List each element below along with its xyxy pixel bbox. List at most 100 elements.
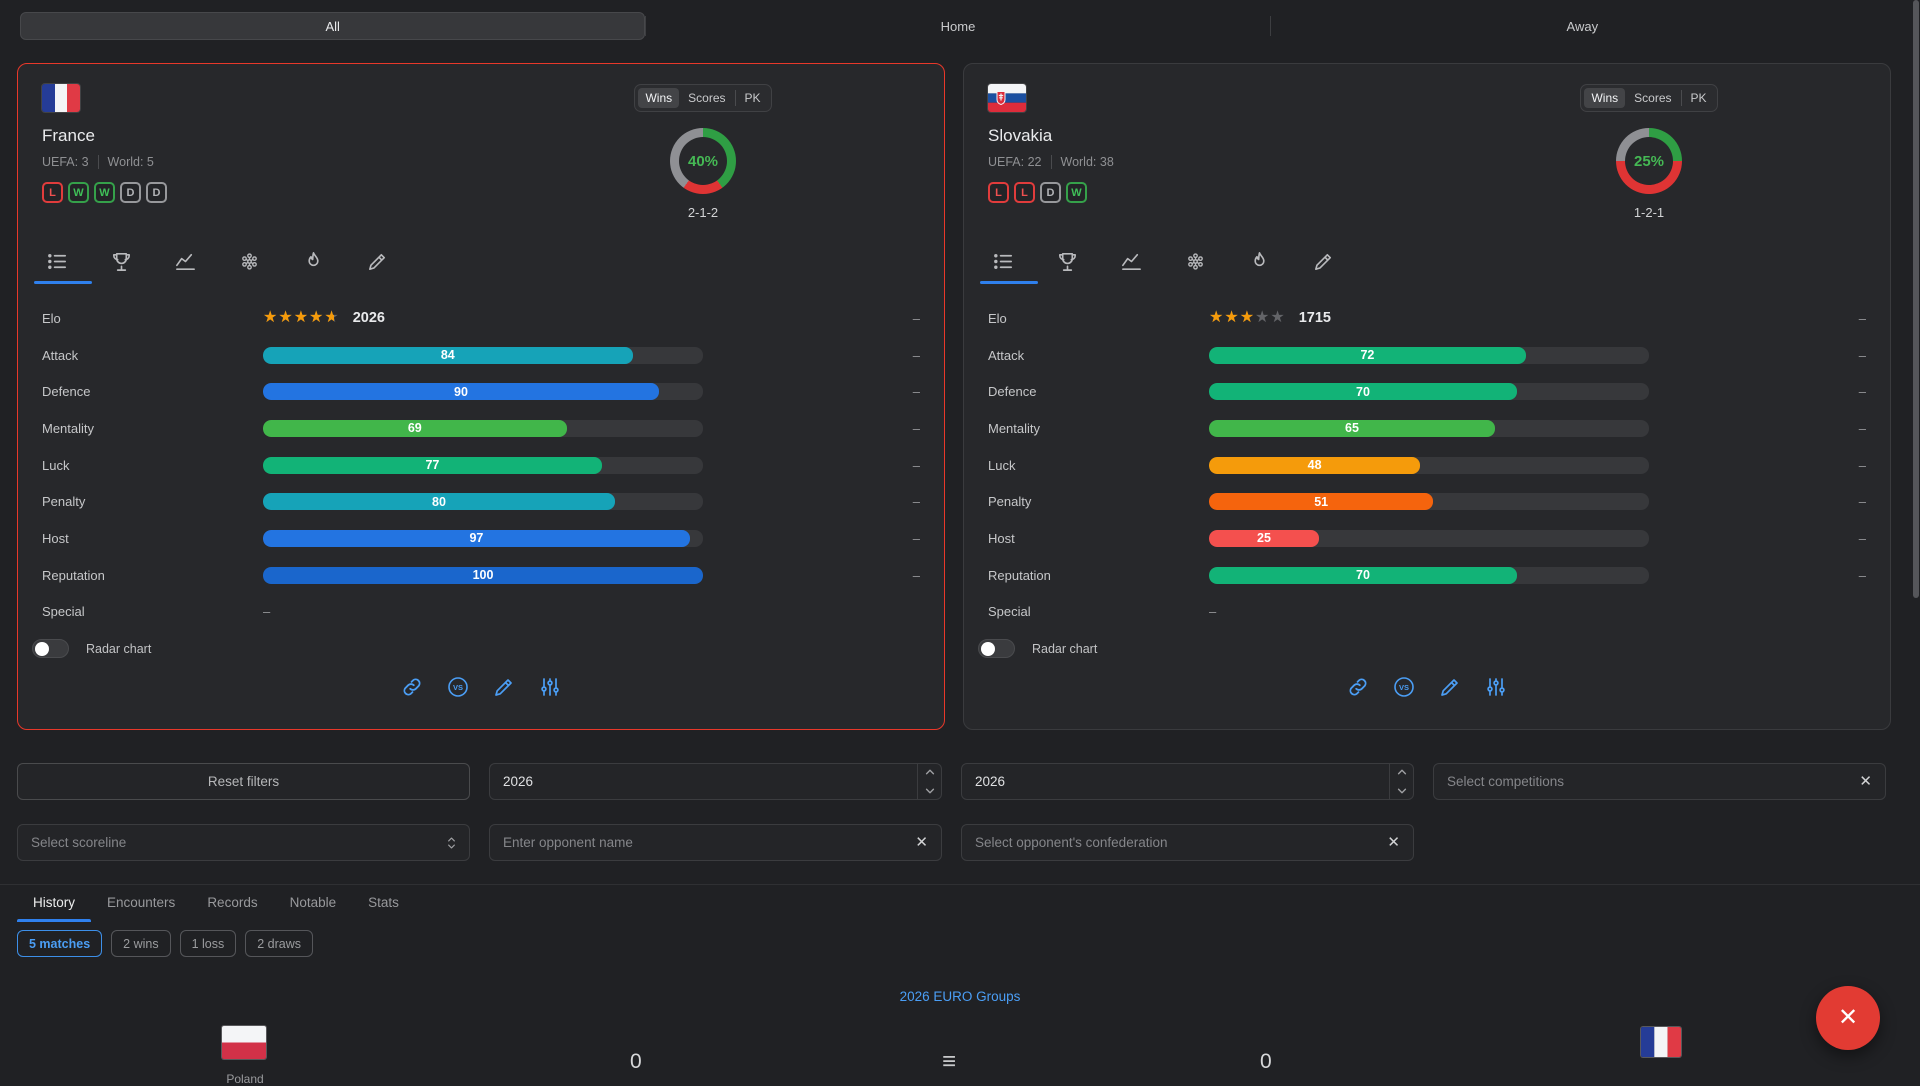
filter-row-1: Reset filters 2026 2026 Select competiti… [17, 763, 1886, 800]
opponent-name-input[interactable]: Enter opponent name ✕ [489, 824, 942, 861]
vs-icon[interactable] [445, 674, 471, 700]
stat-bar-track: 100 [263, 566, 703, 584]
tab-scores[interactable]: Scores [1634, 91, 1672, 105]
row-dash: – [1858, 310, 1866, 326]
scoreline-select[interactable]: Select scoreline [17, 824, 470, 861]
close-icon: ✕ [1837, 1004, 1859, 1031]
stat-row: Host 97 – [18, 520, 944, 557]
elo-stars-filled: ★★★★★ [263, 310, 335, 327]
tab-pk[interactable]: PK [1690, 91, 1707, 105]
reset-filters-button[interactable]: Reset filters [17, 763, 470, 800]
special-value: – [1209, 604, 1217, 620]
tab-records[interactable]: Records [207, 895, 258, 910]
year-spinner-right[interactable]: 2026 [961, 763, 1414, 800]
tab-wins[interactable]: Wins [1584, 88, 1626, 108]
euro-groups-link[interactable]: 2026 EURO Groups [899, 989, 1021, 1004]
tab-wins[interactable]: Wins [638, 88, 680, 108]
stat-rows: Attack 84 – Defence 90 – Mentality 69 – … [18, 337, 944, 594]
badge-wins[interactable]: 2 wins [111, 930, 171, 957]
edit-icon[interactable] [1437, 674, 1463, 700]
stat-label: Mentality [988, 420, 1041, 436]
active-tab-underline [980, 281, 1038, 284]
radar-toggle[interactable] [32, 639, 69, 659]
record: 1-2-1 [1633, 205, 1665, 220]
stat-view-tabs [964, 244, 1890, 284]
pencil-icon[interactable] [1310, 248, 1336, 274]
confederation-select[interactable]: Select opponent's confederation ✕ [961, 824, 1414, 861]
row-dash: – [1858, 530, 1866, 546]
badge-loss[interactable]: 1 loss [179, 930, 237, 957]
molecule-icon[interactable] [236, 248, 262, 274]
elo-cell: ★★★★★ ★★★★★ 2026 [263, 310, 703, 327]
close-fab-button[interactable]: ✕ [1816, 986, 1880, 1050]
stat-label: Host [988, 530, 1015, 546]
edit-icon[interactable] [491, 674, 517, 700]
tab-scores[interactable]: Scores [688, 91, 726, 105]
badge-draws[interactable]: 2 draws [245, 930, 314, 957]
stat-label-special: Special [988, 604, 1031, 620]
link-icon[interactable] [399, 674, 425, 700]
sliders-icon[interactable] [1483, 674, 1509, 700]
radar-toggle[interactable] [978, 639, 1015, 659]
form-badge-d: D [120, 182, 141, 203]
stat-label-elo: Elo [42, 310, 61, 326]
stat-row: Host 25 – [964, 520, 1890, 557]
chart-icon[interactable] [1118, 248, 1144, 274]
tab-history[interactable]: History [17, 885, 92, 922]
year-spinner-left[interactable]: 2026 [489, 763, 942, 800]
list-view-icon[interactable] [990, 248, 1016, 274]
menu-icon[interactable]: ≡ [942, 1048, 957, 1075]
flame-icon[interactable] [1246, 248, 1272, 274]
radar-row: Radar chart [964, 639, 1890, 659]
spinner-arrows[interactable] [1389, 764, 1413, 799]
elo-row: Elo ★★★★★ ★★★★★ 2026 – [18, 300, 944, 337]
scrollbar-thumb[interactable] [1913, 0, 1919, 598]
pencil-icon[interactable] [364, 248, 390, 274]
toggle-knob [981, 641, 995, 656]
stats-table: Elo ★★★★★ ★★★★★ 2026 – Attack 84 – Defenc… [18, 300, 944, 630]
stat-rows: Attack 72 – Defence 70 – Mentality 65 – … [964, 337, 1890, 594]
special-row: Special – [18, 594, 944, 631]
clear-icon[interactable]: ✕ [1387, 834, 1400, 851]
stat-value: 70 [1356, 568, 1370, 583]
row-dash: – [912, 347, 920, 363]
trophy-icon[interactable] [108, 248, 134, 274]
stat-value: 70 [1356, 384, 1370, 399]
flame-icon[interactable] [300, 248, 326, 274]
stat-label: Reputation [988, 567, 1051, 583]
tab-away[interactable]: Away [1566, 18, 1599, 34]
spinner-arrows[interactable] [917, 764, 941, 799]
link-icon[interactable] [1345, 674, 1371, 700]
left-score: 0 [630, 1050, 642, 1073]
stat-value: 90 [454, 384, 468, 399]
competitions-select[interactable]: Select competitions ✕ [1433, 763, 1886, 800]
row-dash: – [912, 494, 920, 510]
stat-label: Luck [42, 457, 70, 473]
tab-notable[interactable]: Notable [289, 895, 337, 910]
clear-icon[interactable]: ✕ [1859, 773, 1872, 790]
divider [1050, 155, 1052, 169]
tab-home[interactable]: Home [940, 18, 976, 34]
molecule-icon[interactable] [1182, 248, 1208, 274]
list-view-icon[interactable] [44, 248, 70, 274]
tab-all[interactable]: All [20, 12, 646, 40]
badge-matches[interactable]: 5 matches [17, 930, 103, 957]
vs-icon[interactable] [1391, 674, 1417, 700]
tab-pk[interactable]: PK [744, 91, 761, 105]
active-tab-underline [34, 281, 92, 284]
tab-stats[interactable]: Stats [368, 895, 399, 910]
stat-bar-track: 84 [263, 346, 703, 364]
tab-encounters[interactable]: Encounters [107, 895, 176, 910]
clear-icon[interactable]: ✕ [915, 834, 928, 851]
chart-icon[interactable] [172, 248, 198, 274]
form-badge-w: W [94, 182, 115, 203]
record: 2-1-2 [687, 205, 719, 220]
stat-bar-fill: 72 [1209, 346, 1526, 364]
trophy-icon[interactable] [1054, 248, 1080, 274]
stat-bar-fill: 90 [263, 383, 659, 401]
sliders-icon[interactable] [537, 674, 563, 700]
history-tabs: History Encounters Records Notable Stats [0, 884, 1920, 922]
select-arrows [447, 836, 456, 849]
stat-label: Attack [42, 347, 79, 363]
